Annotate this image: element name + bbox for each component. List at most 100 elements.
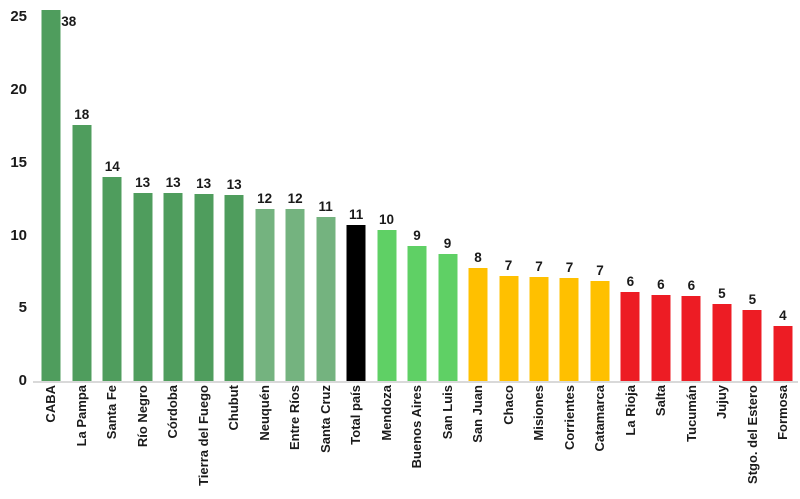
bar-slot-corrientes: 7 — [554, 10, 584, 381]
x-label-slot-tierra-del-fuego: Tierra del Fuego — [188, 385, 218, 497]
x-axis-category-label-buenos-aires: Buenos Aires — [409, 385, 425, 469]
bar-value-label-corrientes: 7 — [565, 260, 574, 275]
bar-slot-jujuy: 5 — [707, 10, 737, 381]
bar-slot-cordoba: 13 — [158, 10, 188, 381]
bar-san-juan — [468, 268, 488, 381]
bar-value-label-la-rioja: 6 — [626, 274, 635, 289]
bar-slot-chaco: 7 — [493, 10, 523, 381]
x-axis-category-label-rio-negro: Río Negro — [134, 385, 150, 448]
bar-san-luis — [438, 254, 458, 381]
x-label-slot-la-rioja: La Rioja — [615, 385, 645, 497]
y-tick-label-10: 10 — [10, 226, 27, 244]
bar-value-label-salta: 6 — [657, 277, 665, 292]
bar-slot-total-pais: 11 — [341, 10, 371, 381]
bar-value-label-chaco: 7 — [504, 258, 513, 273]
x-axis-labels: CABA La Pampa Santa Fe Río Negro Córdoba Tier… — [36, 385, 798, 497]
bar-formosa — [773, 326, 793, 381]
bar-slot-la-pampa: 18 — [66, 10, 96, 381]
x-axis-category-label-stgo-del-estero: Stgo. del Estero — [744, 385, 760, 484]
x-label-slot-santa-fe: Santa Fe — [97, 385, 127, 497]
x-label-slot-la-pampa: La Pampa — [66, 385, 96, 497]
bar-value-label-jujuy: 5 — [718, 286, 726, 301]
bar-slot-santa-fe: 14 — [97, 10, 127, 381]
x-axis-category-label-santa-fe: Santa Fe — [104, 385, 120, 440]
x-axis-category-label-misiones: Misiones — [531, 385, 547, 441]
bar-slot-stgo-del-estero: 5 — [737, 10, 767, 381]
x-axis-category-label-san-juan: San Juan — [470, 385, 486, 443]
bar-chaco — [499, 276, 518, 381]
x-axis-category-label-mendoza: Mendoza — [378, 385, 394, 441]
x-label-slot-chaco: Chaco — [493, 385, 523, 497]
x-axis-category-label-la-rioja: La Rioja — [622, 385, 638, 436]
bar-cordoba — [163, 193, 183, 381]
bar-value-label-misiones: 7 — [535, 259, 543, 274]
x-axis-category-label-tierra-del-fuego: Tierra del Fuego — [195, 385, 211, 486]
bar-value-label-tucuman: 6 — [687, 278, 696, 293]
bar-value-label-neuquen: 12 — [257, 191, 273, 206]
bar-slot-tucuman: 6 — [676, 10, 706, 381]
bar-la-rioja — [620, 292, 640, 381]
bar-value-label-rio-negro: 13 — [135, 175, 151, 190]
x-label-slot-entre-rios: Entre Ríos — [280, 385, 310, 497]
x-label-slot-formosa: Formosa — [768, 385, 798, 497]
x-label-slot-cordoba: Córdoba — [158, 385, 188, 497]
x-axis-category-label-catamarca: Catamarca — [592, 385, 608, 452]
x-label-slot-misiones: Misiones — [524, 385, 554, 497]
bar-value-label-santa-cruz: 11 — [318, 199, 333, 214]
bar-santa-fe — [102, 177, 122, 381]
y-tick-label-15: 15 — [10, 153, 27, 171]
bar-salta — [651, 295, 671, 381]
bar-value-label-total-pais: 11 — [348, 207, 364, 222]
bar-tucuman — [681, 296, 701, 381]
x-axis-category-label-chaco: Chaco — [500, 385, 516, 425]
bar-stgo-del-estero — [742, 310, 762, 381]
x-label-slot-catamarca: Catamarca — [585, 385, 615, 497]
bar-value-label-chubut: 13 — [226, 177, 242, 192]
plot-area: 38 18 14 13 13 13 13 12 12 11 11 10 9 9 8 7 7 7 7 6 6 6 5 5 4 — [36, 10, 798, 381]
x-label-slot-buenos-aires: Buenos Aires — [402, 385, 432, 497]
y-tick-label-5: 5 — [18, 299, 27, 317]
bar-value-label-santa-fe: 14 — [104, 159, 120, 174]
x-label-slot-san-luis: San Luis — [432, 385, 462, 497]
x-axis-category-label-santa-cruz: Santa Cruz — [317, 385, 333, 453]
x-axis-category-label-san-luis: San Luis — [439, 385, 455, 440]
bar-value-label-caba: 38 — [61, 14, 77, 29]
bar-slot-buenos-aires: 9 — [402, 10, 432, 381]
x-axis-category-label-formosa: Formosa — [775, 385, 791, 440]
bar-value-label-san-luis: 9 — [443, 236, 452, 251]
bar-value-label-catamarca: 7 — [596, 263, 604, 278]
bar-slot-san-juan: 8 — [463, 10, 493, 381]
x-axis-category-label-total-pais: Total país — [348, 385, 364, 445]
bar-corrientes — [559, 278, 579, 381]
x-label-slot-santa-cruz: Santa Cruz — [310, 385, 340, 497]
bar-value-label-tierra-del-fuego: 13 — [196, 176, 212, 191]
bar-slot-mendoza: 10 — [371, 10, 401, 381]
bar-slot-catamarca: 7 — [585, 10, 615, 381]
bar-value-label-stgo-del-estero: 5 — [748, 292, 757, 307]
x-label-slot-corrientes: Corrientes — [554, 385, 584, 497]
bar-value-label-formosa: 4 — [779, 308, 787, 323]
bar-slot-rio-negro: 13 — [127, 10, 157, 381]
bar-slot-formosa: 4 — [768, 10, 798, 381]
y-tick-label-20: 20 — [10, 81, 27, 98]
bar-slot-santa-cruz: 11 — [310, 10, 340, 381]
bar-caba — [41, 10, 61, 381]
bar-mendoza — [377, 230, 397, 381]
bar-slot-san-luis: 9 — [432, 10, 462, 381]
bar-neuquen — [255, 209, 275, 381]
bar-jujuy — [712, 304, 732, 381]
bar-value-label-cordoba: 13 — [165, 175, 181, 190]
y-tick-label-0: 0 — [18, 372, 27, 389]
x-label-slot-tucuman: Tucumán — [676, 385, 706, 497]
x-label-slot-chubut: Chubut — [219, 385, 249, 497]
x-axis-category-label-salta: Salta — [653, 385, 669, 417]
x-axis-category-label-chubut: Chubut — [226, 385, 242, 431]
bar-tierra-del-fuego — [194, 194, 214, 381]
x-label-slot-mendoza: Mendoza — [371, 385, 401, 497]
bar-slot-misiones: 7 — [524, 10, 554, 381]
x-axis-category-label-caba: CABA — [43, 385, 59, 423]
y-axis: 0 5 10 15 20 25 — [0, 0, 30, 499]
x-label-slot-total-pais: Total país — [341, 385, 371, 497]
x-label-slot-rio-negro: Río Negro — [127, 385, 157, 497]
